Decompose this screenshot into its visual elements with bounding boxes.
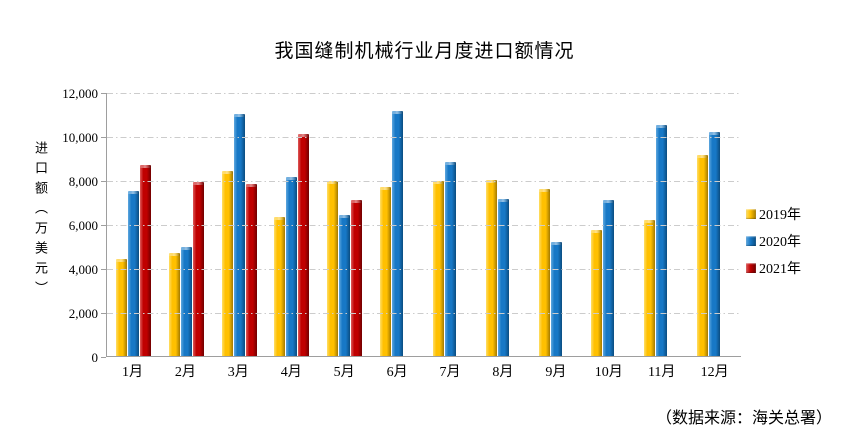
bar-group-11月 [635, 93, 688, 356]
gridline [107, 269, 741, 270]
bar-2020年-9月 [550, 241, 562, 356]
x-label-10月: 10月 [594, 365, 623, 380]
gridline [107, 93, 741, 94]
bar-2020年-3月 [233, 114, 245, 356]
y-axis-title: 进口额（万美元） [33, 141, 48, 301]
legend-label: 2019年 [759, 207, 801, 223]
bar-2019年-5月 [327, 181, 339, 356]
legend-swatch-icon [746, 235, 756, 246]
y-tick-label: 2,000 [68, 306, 98, 321]
bar-2021年-3月 [245, 184, 257, 356]
bar-2019年-2月 [168, 252, 180, 356]
chart-title: 我国缝制机械行业月度进口额情况 [274, 41, 575, 62]
bar-group-3月 [213, 93, 266, 356]
x-axis-labels: 1月 2月 3月 4月 5月 6月 7月 8月 9月 10月 11月 12月 [106, 361, 741, 381]
x-label-3月: 3月 [227, 365, 249, 380]
y-tick-label: 0 [91, 350, 99, 365]
bar-group-6月 [371, 93, 424, 356]
x-label-6月: 6月 [386, 365, 408, 380]
bar-group-1月 [107, 93, 160, 356]
bar-2020年-7月 [444, 162, 456, 356]
y-tick-label: 12,000 [62, 86, 98, 101]
bar-2019年-1月 [115, 259, 127, 356]
y-tick-mark [101, 93, 106, 94]
x-label-5月: 5月 [333, 365, 355, 380]
legend-item-2021年: 2021年 [746, 259, 801, 277]
x-label-11月: 11月 [647, 365, 676, 380]
y-tick-mark [101, 181, 106, 182]
bar-2019年-8月 [485, 180, 497, 356]
bar-2019年-3月 [221, 171, 233, 356]
bar-2019年-11月 [644, 219, 656, 356]
legend-item-2020年: 2020年 [746, 232, 801, 250]
x-label-1月: 1月 [121, 365, 143, 380]
x-label-9月: 9月 [545, 365, 567, 380]
y-tick-mark [101, 269, 106, 270]
bar-2020年-6月 [392, 110, 404, 356]
bar-2019年-7月 [432, 181, 444, 356]
bar-2020年-5月 [339, 215, 351, 356]
bar-2020年-11月 [656, 125, 668, 356]
bar-2019年-10月 [591, 229, 603, 356]
x-label-4月: 4月 [280, 365, 302, 380]
gridline [107, 313, 741, 314]
y-tick-mark [101, 313, 106, 314]
bar-2020年-2月 [180, 247, 192, 356]
legend-swatch-icon [746, 208, 756, 219]
bar-group-10月 [582, 93, 635, 356]
x-label-7月: 7月 [439, 365, 461, 380]
gridline [107, 137, 741, 138]
legend-label: 2020年 [759, 234, 801, 250]
legend-swatch-icon [746, 262, 756, 273]
y-tick-mark [101, 137, 106, 138]
x-label-2月: 2月 [174, 365, 196, 380]
gridline [107, 181, 741, 182]
bar-2020年-12月 [709, 131, 721, 356]
bar-group-7月 [424, 93, 477, 356]
bar-group-12月 [688, 93, 741, 356]
y-tick-label: 8,000 [68, 174, 98, 189]
gridline [107, 225, 741, 226]
y-tick-label: 6,000 [68, 218, 98, 233]
y-tick-label: 4,000 [68, 262, 98, 277]
y-tick-mark [101, 225, 106, 226]
bar-2020年-10月 [603, 199, 615, 356]
bar-2021年-4月 [298, 133, 310, 356]
bar-group-4月 [265, 93, 318, 356]
bar-2021年-5月 [351, 199, 363, 356]
bar-2019年-12月 [697, 154, 709, 356]
legend-label: 2021年 [759, 261, 801, 277]
bar-2020年-4月 [286, 176, 298, 356]
bar-group-9月 [530, 93, 583, 356]
bar-2019年-9月 [538, 188, 550, 356]
legend-item-2019年: 2019年 [746, 205, 801, 223]
bar-2020年-1月 [127, 191, 139, 356]
x-label-8月: 8月 [492, 365, 514, 380]
bar-2020年-8月 [497, 198, 509, 356]
plot-area [106, 93, 741, 357]
bar-2021年-1月 [139, 164, 151, 356]
bar-2019年-4月 [274, 217, 286, 356]
source-note: （数据来源：海关总署） [655, 410, 832, 427]
y-tick-label: 10,000 [62, 130, 98, 145]
y-tick-mark [101, 357, 106, 358]
x-label-12月: 12月 [700, 365, 729, 380]
bar-group-5月 [318, 93, 371, 356]
legend: 2019年 2020年 2021年 [746, 205, 801, 277]
bar-2019年-6月 [380, 186, 392, 356]
